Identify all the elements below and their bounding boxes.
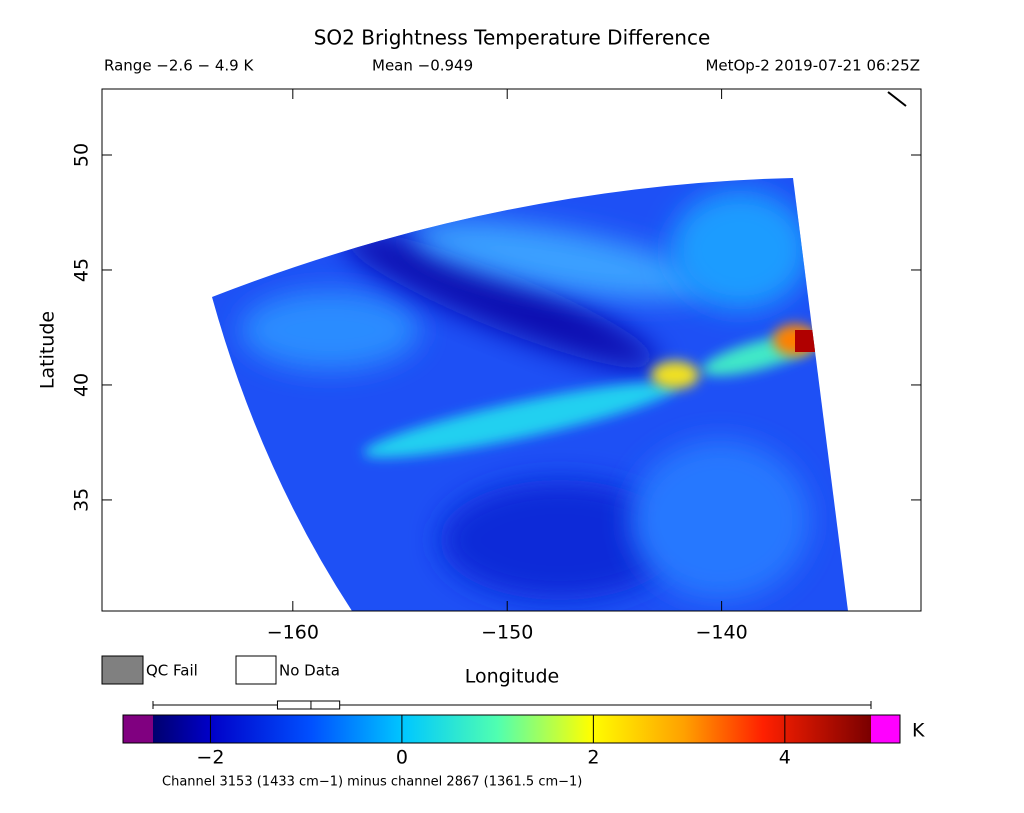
legend-swatch	[235, 655, 277, 685]
axes: −160 −150 −140 35 40 45 50	[71, 89, 921, 644]
y-tick-label: 50	[71, 143, 93, 167]
colorbar-tick-label: −2	[196, 747, 224, 769]
chart-title: SO2 Brightness Temperature Difference	[314, 26, 711, 50]
legend-swatch	[101, 655, 144, 685]
y-tick-label: 40	[71, 373, 93, 397]
plot-frame	[101, 88, 922, 612]
colorbar-tick-label: 2	[587, 747, 599, 769]
colorbar-over	[871, 715, 900, 743]
box	[276, 700, 341, 710]
x-tick-label: −160	[267, 622, 319, 644]
colorbar-tick-label: 4	[779, 747, 791, 769]
y-axis-label: Latitude	[37, 311, 59, 389]
legend-label: No Data	[279, 662, 340, 680]
colorbar-unit: K	[912, 720, 925, 742]
satellite-label: MetOp-2 2019-07-21 06:25Z	[705, 57, 920, 75]
colorbar	[153, 715, 871, 743]
colorbar-axis: −2 0 2 4	[152, 700, 872, 769]
range-label: Range −2.6 − 4.9 K	[104, 57, 254, 75]
mean-label: Mean −0.949	[372, 57, 473, 75]
colorbar-under	[123, 715, 153, 743]
y-tick-label: 35	[71, 488, 93, 512]
x-tick-label: −140	[696, 622, 748, 644]
colorbar-frame	[122, 714, 901, 744]
footnote: Channel 3153 (1433 cm−1) minus channel 2…	[162, 775, 582, 790]
x-tick-label: −150	[481, 622, 533, 644]
legend-label: QC Fail	[146, 662, 198, 680]
colorbar-tick-label: 0	[396, 747, 408, 769]
swath	[212, 178, 848, 611]
x-axis-label: Longitude	[465, 666, 560, 688]
coastline	[887, 91, 907, 107]
y-tick-label: 45	[71, 258, 93, 282]
